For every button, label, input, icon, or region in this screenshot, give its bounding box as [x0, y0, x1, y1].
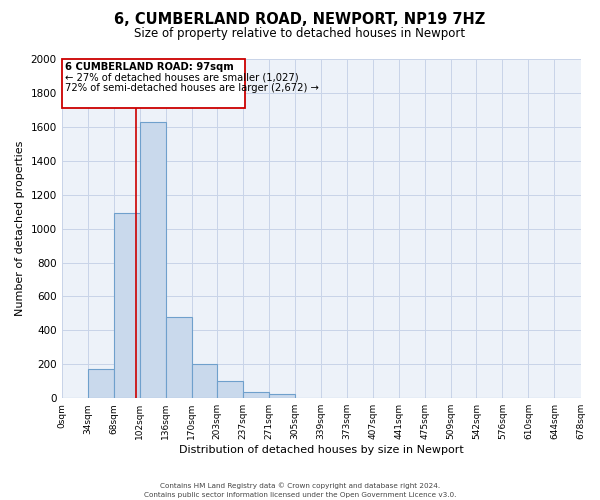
Bar — [114, 214, 140, 398]
Bar — [140, 122, 166, 398]
Bar — [166, 317, 192, 398]
Text: Contains HM Land Registry data © Crown copyright and database right 2024.: Contains HM Land Registry data © Crown c… — [160, 482, 440, 489]
Bar — [192, 364, 217, 398]
Text: 72% of semi-detached houses are larger (2,672) →: 72% of semi-detached houses are larger (… — [65, 83, 319, 93]
Bar — [88, 370, 114, 398]
Bar — [217, 381, 243, 398]
Text: 6 CUMBERLAND ROAD: 97sqm: 6 CUMBERLAND ROAD: 97sqm — [65, 62, 233, 72]
Text: 6, CUMBERLAND ROAD, NEWPORT, NP19 7HZ: 6, CUMBERLAND ROAD, NEWPORT, NP19 7HZ — [115, 12, 485, 28]
Text: Contains public sector information licensed under the Open Government Licence v3: Contains public sector information licen… — [144, 492, 456, 498]
Bar — [269, 394, 295, 398]
Text: ← 27% of detached houses are smaller (1,027): ← 27% of detached houses are smaller (1,… — [65, 72, 298, 83]
Text: Size of property relative to detached houses in Newport: Size of property relative to detached ho… — [134, 28, 466, 40]
FancyBboxPatch shape — [62, 59, 245, 108]
X-axis label: Distribution of detached houses by size in Newport: Distribution of detached houses by size … — [179, 445, 463, 455]
Bar — [243, 392, 269, 398]
Y-axis label: Number of detached properties: Number of detached properties — [15, 141, 25, 316]
